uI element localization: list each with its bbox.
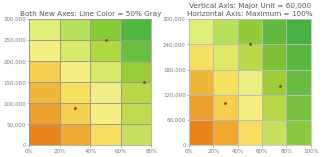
Bar — [121, 40, 151, 61]
Title: Both New Axes: Line Color = 50% Gray: Both New Axes: Line Color = 50% Gray — [20, 11, 161, 17]
Bar — [238, 19, 262, 44]
Bar — [90, 19, 121, 40]
Bar — [262, 19, 286, 44]
Bar — [238, 95, 262, 120]
Bar — [213, 95, 238, 120]
Bar — [238, 120, 262, 145]
Bar — [60, 19, 90, 40]
Bar — [189, 19, 213, 44]
Bar — [121, 61, 151, 82]
Bar — [60, 124, 90, 145]
Bar — [60, 82, 90, 103]
Bar — [286, 70, 311, 95]
Bar — [29, 124, 60, 145]
Bar — [189, 95, 213, 120]
Bar — [213, 120, 238, 145]
Bar — [29, 103, 60, 124]
Bar — [262, 70, 286, 95]
Bar — [121, 19, 151, 40]
Bar — [29, 61, 60, 82]
Bar — [262, 120, 286, 145]
Bar — [189, 44, 213, 70]
Bar — [90, 61, 121, 82]
Bar — [262, 95, 286, 120]
Bar — [286, 19, 311, 44]
Bar — [90, 82, 121, 103]
Title: Vertical Axis: Major Unit = 60,000
Horizontal Axis: Maximum = 100%: Vertical Axis: Major Unit = 60,000 Horiz… — [187, 3, 313, 17]
Bar — [29, 40, 60, 61]
Bar — [60, 40, 90, 61]
Bar — [90, 103, 121, 124]
Bar — [60, 103, 90, 124]
Bar — [213, 19, 238, 44]
Bar — [121, 82, 151, 103]
Bar — [238, 70, 262, 95]
Bar — [286, 120, 311, 145]
Bar — [189, 70, 213, 95]
Bar — [286, 44, 311, 70]
Bar — [90, 124, 121, 145]
Bar — [60, 61, 90, 82]
Bar — [29, 19, 60, 40]
Bar — [286, 95, 311, 120]
Bar — [121, 124, 151, 145]
Bar — [90, 40, 121, 61]
Bar — [262, 44, 286, 70]
Bar — [189, 120, 213, 145]
Bar — [121, 103, 151, 124]
Bar — [213, 70, 238, 95]
Bar — [238, 44, 262, 70]
Bar — [213, 44, 238, 70]
Bar — [29, 82, 60, 103]
